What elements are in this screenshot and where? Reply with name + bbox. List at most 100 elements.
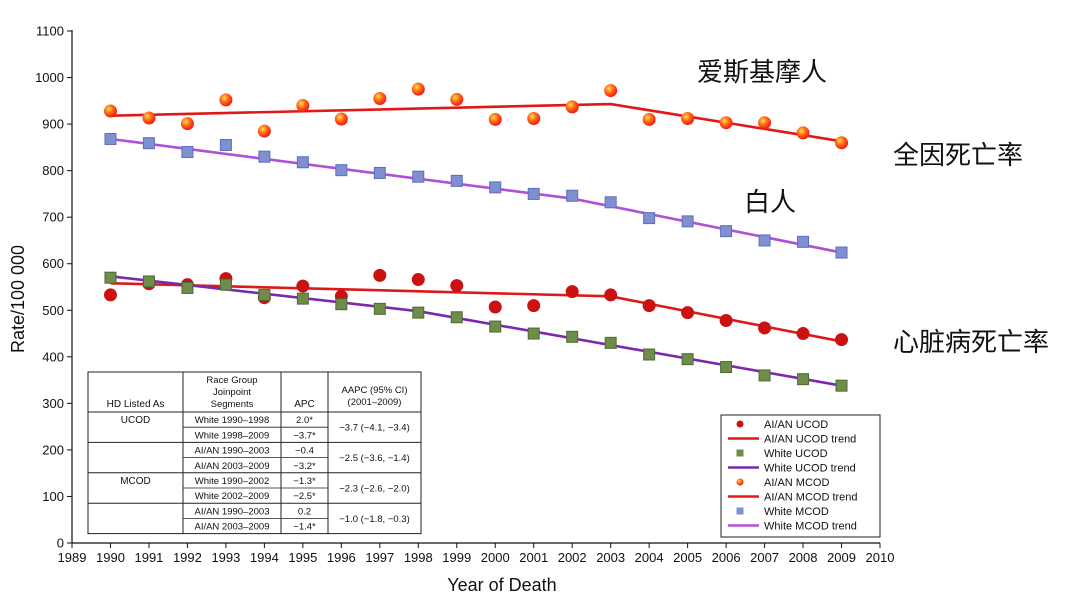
legend-label: AI/AN MCOD trend [764,492,858,504]
point-ai-an-mcod [488,112,502,126]
point-white-mcod [489,181,502,194]
point-ai-an-mcod [219,93,233,107]
x-tick-label: 2007 [750,550,779,565]
point-white-ucod [104,271,117,284]
axes: 0 100 200 300 400 500 600 700 800 900 1000 1100 1989… [8,24,894,596]
trend-line-1 [110,281,842,343]
x-tick-label: 2008 [789,550,818,565]
table-segment: White 1990–1998 [195,415,269,426]
legend-label: White MCOD trend [764,521,857,533]
table-aapc: −3.7 (−4.1, −3.4) [339,423,410,434]
point-white-ucod [489,320,502,333]
point-white-ucod [566,330,579,343]
table-group-label: UCOD [121,415,150,426]
point-white-mcod [720,225,733,238]
table-aapc: −2.5 (−3.6, −1.4) [339,453,410,464]
y-tick-label: 400 [42,349,64,364]
table-apc: 0.2 [298,506,311,517]
point-ai-an-mcod [758,116,772,130]
legend-label: AI/AN MCOD [764,477,829,489]
point-ai-an-ucod [681,306,695,320]
x-axis-title: Year of Death [447,575,556,595]
point-ai-an-mcod [180,117,194,131]
x-tick-label: 1992 [173,550,202,565]
point-white-mcod [835,246,848,259]
table-segment: AI/AN 2003–2009 [194,522,269,533]
point-white-ucod [219,278,232,291]
point-white-ucod [373,302,386,315]
point-ai-an-ucod [719,314,733,328]
point-ai-an-ucod [527,299,541,313]
y-tick-label: 300 [42,396,64,411]
point-white-mcod [450,174,463,187]
point-ai-an-ucod [103,288,117,302]
x-tick-label: 2001 [519,550,548,565]
y-tick-label: 100 [42,489,64,504]
table-segment: White 1998–2009 [195,430,269,441]
point-ai-an-ucod [296,279,310,293]
point-ai-an-mcod [334,112,348,126]
table-aapc: −2.3 (−2.6, −2.0) [339,484,410,495]
point-ai-an-mcod [835,136,849,150]
legend: AI/AN UCOD AI/AN UCOD trend White UCOD Whit… [720,414,881,538]
table-segment: AI/AN 2003–2009 [194,461,269,472]
legend-label: AI/AN UCOD trend [764,434,856,446]
point-ai-an-mcod [796,126,810,140]
y-tick-label: 900 [42,117,64,132]
table-header: Joinpoint [213,387,251,398]
point-ai-an-ucod [373,268,387,282]
y-tick-label: 1000 [35,70,64,85]
y-tick-label: 600 [42,256,64,271]
x-tick-label: 1989 [58,550,87,565]
y-axis-title: Rate/100 000 [8,245,28,353]
point-white-ucod [758,369,771,382]
point-ai-an-mcod [604,84,618,98]
point-white-mcod [258,150,271,163]
point-white-ucod [296,292,309,305]
point-white-mcod [373,166,386,179]
point-ai-an-mcod [681,112,695,126]
point-white-mcod [142,137,155,150]
point-white-ucod [181,281,194,294]
point-white-ucod [797,373,810,386]
x-tick-label: 1997 [365,550,394,565]
table-group-label: MCOD [120,476,151,487]
table-header: (2001–2009) [348,397,402,408]
point-white-mcod [296,156,309,169]
point-white-ucod [258,288,271,301]
point-white-mcod [566,189,579,202]
y-tick-label: 1100 [36,24,64,39]
table-apc: −1.3* [293,476,316,487]
table-frame [87,371,422,535]
y-tick-label: 500 [42,303,64,318]
point-ai-an-mcod [411,82,425,96]
point-white-ucod [604,336,617,349]
point-ai-an-mcod [373,91,387,105]
x-tick-label: 2010 [866,550,895,565]
point-white-ucod [335,298,348,311]
legend-symbol [736,420,744,428]
point-ai-an-mcod [103,104,117,118]
point-ai-an-mcod [450,92,464,106]
point-white-mcod [604,196,617,209]
point-white-ucod [720,361,733,374]
annotation: 爱斯基摩人 [697,58,827,88]
legend-symbol [736,507,744,515]
annotation: 白人 [744,188,796,218]
legend-label: AI/AN UCOD [764,419,828,431]
point-ai-an-mcod [527,112,541,126]
point-ai-an-ucod [758,321,772,335]
table-segment: White 1990–2002 [195,476,269,487]
table-aapc: −1.0 (−1.8, −0.3) [339,514,410,525]
point-ai-an-ucod [796,327,810,341]
table-segment: AI/AN 1990–2003 [194,506,269,517]
table-header: APC [294,399,315,410]
x-tick-label: 1998 [404,550,433,565]
point-ai-an-mcod [642,112,656,126]
table-apc: 2.0* [296,415,313,426]
legend-label: White UCOD [764,448,828,460]
point-white-ucod [527,327,540,340]
point-ai-an-ucod [642,299,656,313]
